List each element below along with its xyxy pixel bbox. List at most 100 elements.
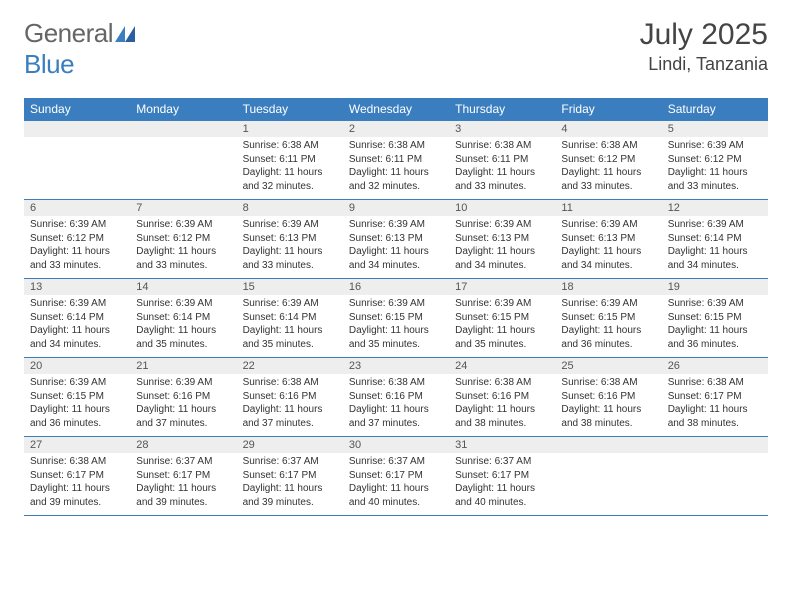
month-title: July 2025	[640, 18, 768, 52]
sunrise-text: Sunrise: 6:38 AM	[561, 139, 655, 153]
day-number: 30	[343, 437, 449, 453]
calendar-cell: 31Sunrise: 6:37 AMSunset: 6:17 PMDayligh…	[449, 437, 555, 516]
sunrise-text: Sunrise: 6:39 AM	[136, 218, 230, 232]
sunrise-text: Sunrise: 6:39 AM	[243, 297, 337, 311]
day-number: 9	[343, 200, 449, 216]
sunrise-text: Sunrise: 6:38 AM	[30, 455, 124, 469]
calendar-cell: 29Sunrise: 6:37 AMSunset: 6:17 PMDayligh…	[237, 437, 343, 516]
day-number: 5	[662, 121, 768, 137]
calendar-cell: 5Sunrise: 6:39 AMSunset: 6:12 PMDaylight…	[662, 121, 768, 200]
daylight-text: Daylight: 11 hours and 33 minutes.	[668, 166, 762, 193]
daylight-text: Daylight: 11 hours and 33 minutes.	[455, 166, 549, 193]
daylight-text: Daylight: 11 hours and 34 minutes.	[668, 245, 762, 272]
day-body: Sunrise: 6:39 AMSunset: 6:13 PMDaylight:…	[343, 216, 449, 278]
day-number: 1	[237, 121, 343, 137]
sunset-text: Sunset: 6:12 PM	[561, 153, 655, 167]
calendar-cell: 15Sunrise: 6:39 AMSunset: 6:14 PMDayligh…	[237, 279, 343, 358]
day-body: Sunrise: 6:39 AMSunset: 6:15 PMDaylight:…	[24, 374, 130, 436]
calendar-cell: 4Sunrise: 6:38 AMSunset: 6:12 PMDaylight…	[555, 121, 661, 200]
day-number: 12	[662, 200, 768, 216]
sunrise-text: Sunrise: 6:37 AM	[349, 455, 443, 469]
daylight-text: Daylight: 11 hours and 40 minutes.	[455, 482, 549, 509]
weekday-header: Wednesday	[343, 98, 449, 121]
daylight-text: Daylight: 11 hours and 35 minutes.	[349, 324, 443, 351]
sunrise-text: Sunrise: 6:39 AM	[349, 218, 443, 232]
day-body: Sunrise: 6:39 AMSunset: 6:14 PMDaylight:…	[237, 295, 343, 357]
weekday-header: Saturday	[662, 98, 768, 121]
day-number: 21	[130, 358, 236, 374]
sunset-text: Sunset: 6:16 PM	[349, 390, 443, 404]
daylight-text: Daylight: 11 hours and 37 minutes.	[349, 403, 443, 430]
day-body-empty	[555, 453, 661, 511]
calendar-cell: 23Sunrise: 6:38 AMSunset: 6:16 PMDayligh…	[343, 358, 449, 437]
day-number: 20	[24, 358, 130, 374]
calendar-cell: 11Sunrise: 6:39 AMSunset: 6:13 PMDayligh…	[555, 200, 661, 279]
sunrise-text: Sunrise: 6:38 AM	[243, 376, 337, 390]
day-body: Sunrise: 6:38 AMSunset: 6:12 PMDaylight:…	[555, 137, 661, 199]
daylight-text: Daylight: 11 hours and 36 minutes.	[668, 324, 762, 351]
day-body: Sunrise: 6:38 AMSunset: 6:16 PMDaylight:…	[343, 374, 449, 436]
day-body: Sunrise: 6:39 AMSunset: 6:12 PMDaylight:…	[662, 137, 768, 199]
day-body: Sunrise: 6:37 AMSunset: 6:17 PMDaylight:…	[237, 453, 343, 515]
calendar-cell: 7Sunrise: 6:39 AMSunset: 6:12 PMDaylight…	[130, 200, 236, 279]
calendar-cell: 12Sunrise: 6:39 AMSunset: 6:14 PMDayligh…	[662, 200, 768, 279]
sunset-text: Sunset: 6:17 PM	[455, 469, 549, 483]
day-body-empty	[130, 137, 236, 195]
day-body: Sunrise: 6:39 AMSunset: 6:15 PMDaylight:…	[343, 295, 449, 357]
daylight-text: Daylight: 11 hours and 33 minutes.	[561, 166, 655, 193]
sunset-text: Sunset: 6:13 PM	[561, 232, 655, 246]
day-number: 6	[24, 200, 130, 216]
sunrise-text: Sunrise: 6:39 AM	[455, 218, 549, 232]
sunset-text: Sunset: 6:13 PM	[455, 232, 549, 246]
sunrise-text: Sunrise: 6:38 AM	[349, 139, 443, 153]
sunset-text: Sunset: 6:12 PM	[30, 232, 124, 246]
sunrise-text: Sunrise: 6:37 AM	[136, 455, 230, 469]
weekday-header: Sunday	[24, 98, 130, 121]
calendar-cell: 28Sunrise: 6:37 AMSunset: 6:17 PMDayligh…	[130, 437, 236, 516]
day-body: Sunrise: 6:38 AMSunset: 6:17 PMDaylight:…	[24, 453, 130, 515]
sunset-text: Sunset: 6:17 PM	[349, 469, 443, 483]
logo: GeneralBlue	[24, 18, 135, 80]
sunrise-text: Sunrise: 6:39 AM	[136, 376, 230, 390]
sunrise-text: Sunrise: 6:38 AM	[561, 376, 655, 390]
daylight-text: Daylight: 11 hours and 34 minutes.	[561, 245, 655, 272]
sunset-text: Sunset: 6:13 PM	[349, 232, 443, 246]
sunrise-text: Sunrise: 6:37 AM	[243, 455, 337, 469]
weekday-header: Friday	[555, 98, 661, 121]
sunset-text: Sunset: 6:14 PM	[668, 232, 762, 246]
sunrise-text: Sunrise: 6:38 AM	[243, 139, 337, 153]
calendar-cell: 26Sunrise: 6:38 AMSunset: 6:17 PMDayligh…	[662, 358, 768, 437]
sunset-text: Sunset: 6:15 PM	[30, 390, 124, 404]
day-body-empty	[662, 453, 768, 511]
calendar-cell: 27Sunrise: 6:38 AMSunset: 6:17 PMDayligh…	[24, 437, 130, 516]
sunset-text: Sunset: 6:15 PM	[455, 311, 549, 325]
calendar-week-row: 1Sunrise: 6:38 AMSunset: 6:11 PMDaylight…	[24, 121, 768, 200]
sunset-text: Sunset: 6:15 PM	[561, 311, 655, 325]
daylight-text: Daylight: 11 hours and 34 minutes.	[30, 324, 124, 351]
day-body: Sunrise: 6:39 AMSunset: 6:14 PMDaylight:…	[662, 216, 768, 278]
sunset-text: Sunset: 6:11 PM	[349, 153, 443, 167]
sunrise-text: Sunrise: 6:38 AM	[455, 376, 549, 390]
day-body: Sunrise: 6:39 AMSunset: 6:12 PMDaylight:…	[130, 216, 236, 278]
sunrise-text: Sunrise: 6:39 AM	[30, 376, 124, 390]
daylight-text: Daylight: 11 hours and 33 minutes.	[136, 245, 230, 272]
daylight-text: Daylight: 11 hours and 38 minutes.	[561, 403, 655, 430]
day-number: 28	[130, 437, 236, 453]
daylight-text: Daylight: 11 hours and 35 minutes.	[243, 324, 337, 351]
sunset-text: Sunset: 6:14 PM	[136, 311, 230, 325]
calendar-cell: 21Sunrise: 6:39 AMSunset: 6:16 PMDayligh…	[130, 358, 236, 437]
day-number: 7	[130, 200, 236, 216]
sunrise-text: Sunrise: 6:38 AM	[349, 376, 443, 390]
logo-text-1: General	[24, 18, 113, 48]
sunset-text: Sunset: 6:17 PM	[136, 469, 230, 483]
daylight-text: Daylight: 11 hours and 34 minutes.	[349, 245, 443, 272]
day-number: 24	[449, 358, 555, 374]
sunrise-text: Sunrise: 6:39 AM	[455, 297, 549, 311]
logo-text: GeneralBlue	[24, 18, 135, 80]
day-number-empty	[662, 437, 768, 453]
daylight-text: Daylight: 11 hours and 36 minutes.	[30, 403, 124, 430]
daylight-text: Daylight: 11 hours and 38 minutes.	[668, 403, 762, 430]
daylight-text: Daylight: 11 hours and 39 minutes.	[243, 482, 337, 509]
calendar-week-row: 27Sunrise: 6:38 AMSunset: 6:17 PMDayligh…	[24, 437, 768, 516]
day-number: 31	[449, 437, 555, 453]
